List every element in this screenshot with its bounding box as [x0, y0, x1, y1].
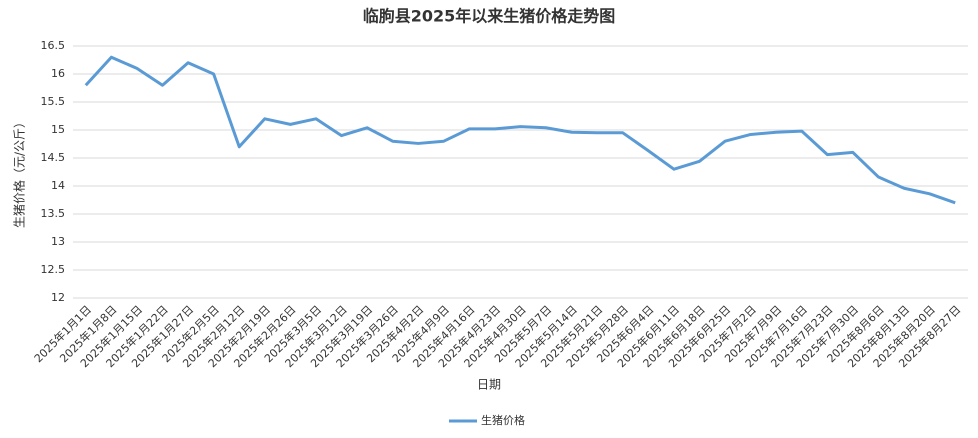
chart-title: 临朐县2025年以来生猪价格走势图: [363, 7, 616, 26]
y-tick-label: 13.5: [41, 207, 66, 220]
y-tick-label: 14.5: [41, 151, 66, 164]
y-tick-label: 12: [51, 291, 65, 304]
x-axis-label: 日期: [477, 378, 501, 392]
y-axis-label: 生猪价格（元/公斤）: [12, 116, 27, 228]
y-tick-label: 15: [51, 123, 65, 136]
y-tick-label: 16: [51, 67, 65, 80]
y-tick-label: 14: [51, 179, 65, 192]
line: [84, 55, 956, 205]
legend-label: 生猪价格: [481, 413, 525, 427]
y-tick-label: 12.5: [41, 263, 66, 276]
y-tick-label: 16.5: [41, 39, 66, 52]
y-tick-label: 15.5: [41, 95, 66, 108]
y-tick-label: 13: [51, 235, 65, 248]
